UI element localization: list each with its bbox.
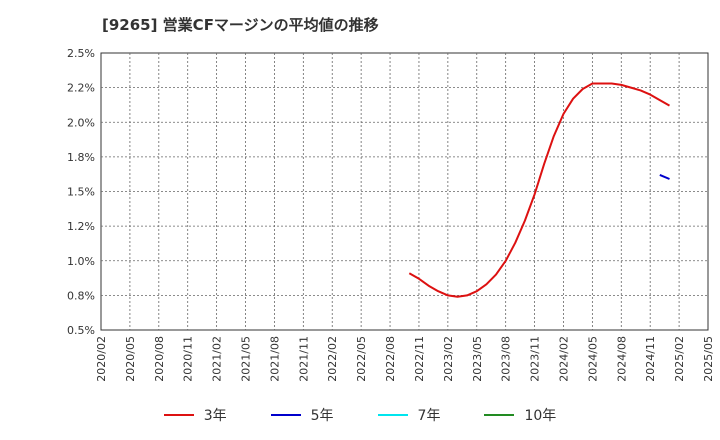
series-line-1 <box>408 82 670 298</box>
x-tick-label: 2022/02 <box>326 336 339 382</box>
legend-item: 5年 <box>270 405 334 425</box>
legend-swatch <box>270 414 301 416</box>
x-tick-label: 2022/08 <box>384 336 397 382</box>
legend-item: 7年 <box>377 405 441 425</box>
x-tick-label: 2021/11 <box>297 336 310 382</box>
x-tick-label: 2025/02 <box>673 336 686 382</box>
x-tick-label: 2021/08 <box>268 336 281 382</box>
legend: 3年 5年 7年 10年 <box>0 404 720 426</box>
x-tick-label: 2023/05 <box>471 336 484 382</box>
y-tick-label: 1.8% <box>67 151 95 164</box>
plot-area <box>100 52 709 331</box>
x-tick-label: 2024/02 <box>557 336 570 382</box>
x-tick-label: 2023/08 <box>500 336 513 382</box>
y-tick-label: 0.5% <box>67 324 95 337</box>
legend-label: 7年 <box>417 408 441 424</box>
y-tick-label: 1.2% <box>67 220 95 233</box>
y-tick-label: 0.8% <box>67 289 95 302</box>
chart-title: [9265] 営業CFマージンの平均値の推移 <box>102 16 379 34</box>
legend-label: 5年 <box>310 408 334 424</box>
x-tick-label: 2024/08 <box>615 336 628 382</box>
y-tick-label: 2.2% <box>67 82 95 95</box>
legend-swatch <box>377 414 408 416</box>
y-tick-label: 2.0% <box>67 116 95 129</box>
x-tick-label: 2020/02 <box>95 336 108 382</box>
legend-label: 10年 <box>524 408 557 424</box>
x-tick-label: 2020/08 <box>153 336 166 382</box>
legend-item: 3年 <box>163 405 227 425</box>
legend-label: 3年 <box>203 408 227 424</box>
y-tick-label: 1.0% <box>67 255 95 268</box>
x-tick-label: 2022/11 <box>413 336 426 382</box>
x-tick-label: 2021/05 <box>240 336 253 382</box>
x-tick-label: 2023/02 <box>442 336 455 382</box>
x-tick-label: 2020/11 <box>182 336 195 382</box>
x-tick-label: 2025/05 <box>702 336 715 382</box>
legend-swatch <box>484 414 515 416</box>
legend-swatch <box>163 414 194 416</box>
x-tick-label: 2023/11 <box>529 336 542 382</box>
x-tick-label: 2024/05 <box>586 336 599 382</box>
x-tick-label: 2020/05 <box>124 336 137 382</box>
y-tick-label: 2.5% <box>67 47 95 60</box>
x-tick-label: 2024/11 <box>644 336 657 382</box>
y-tick-label: 1.5% <box>67 186 95 199</box>
chart: 0.5% 0.8% 1.0% 1.2% 1.5% 1.8% 2.0% 2.2% 2.5% 2020… <box>67 47 715 382</box>
legend-item: 10年 <box>484 405 556 425</box>
series-line-2 <box>659 173 670 180</box>
x-tick-label: 2021/02 <box>211 336 224 382</box>
x-tick-label: 2022/05 <box>355 336 368 382</box>
